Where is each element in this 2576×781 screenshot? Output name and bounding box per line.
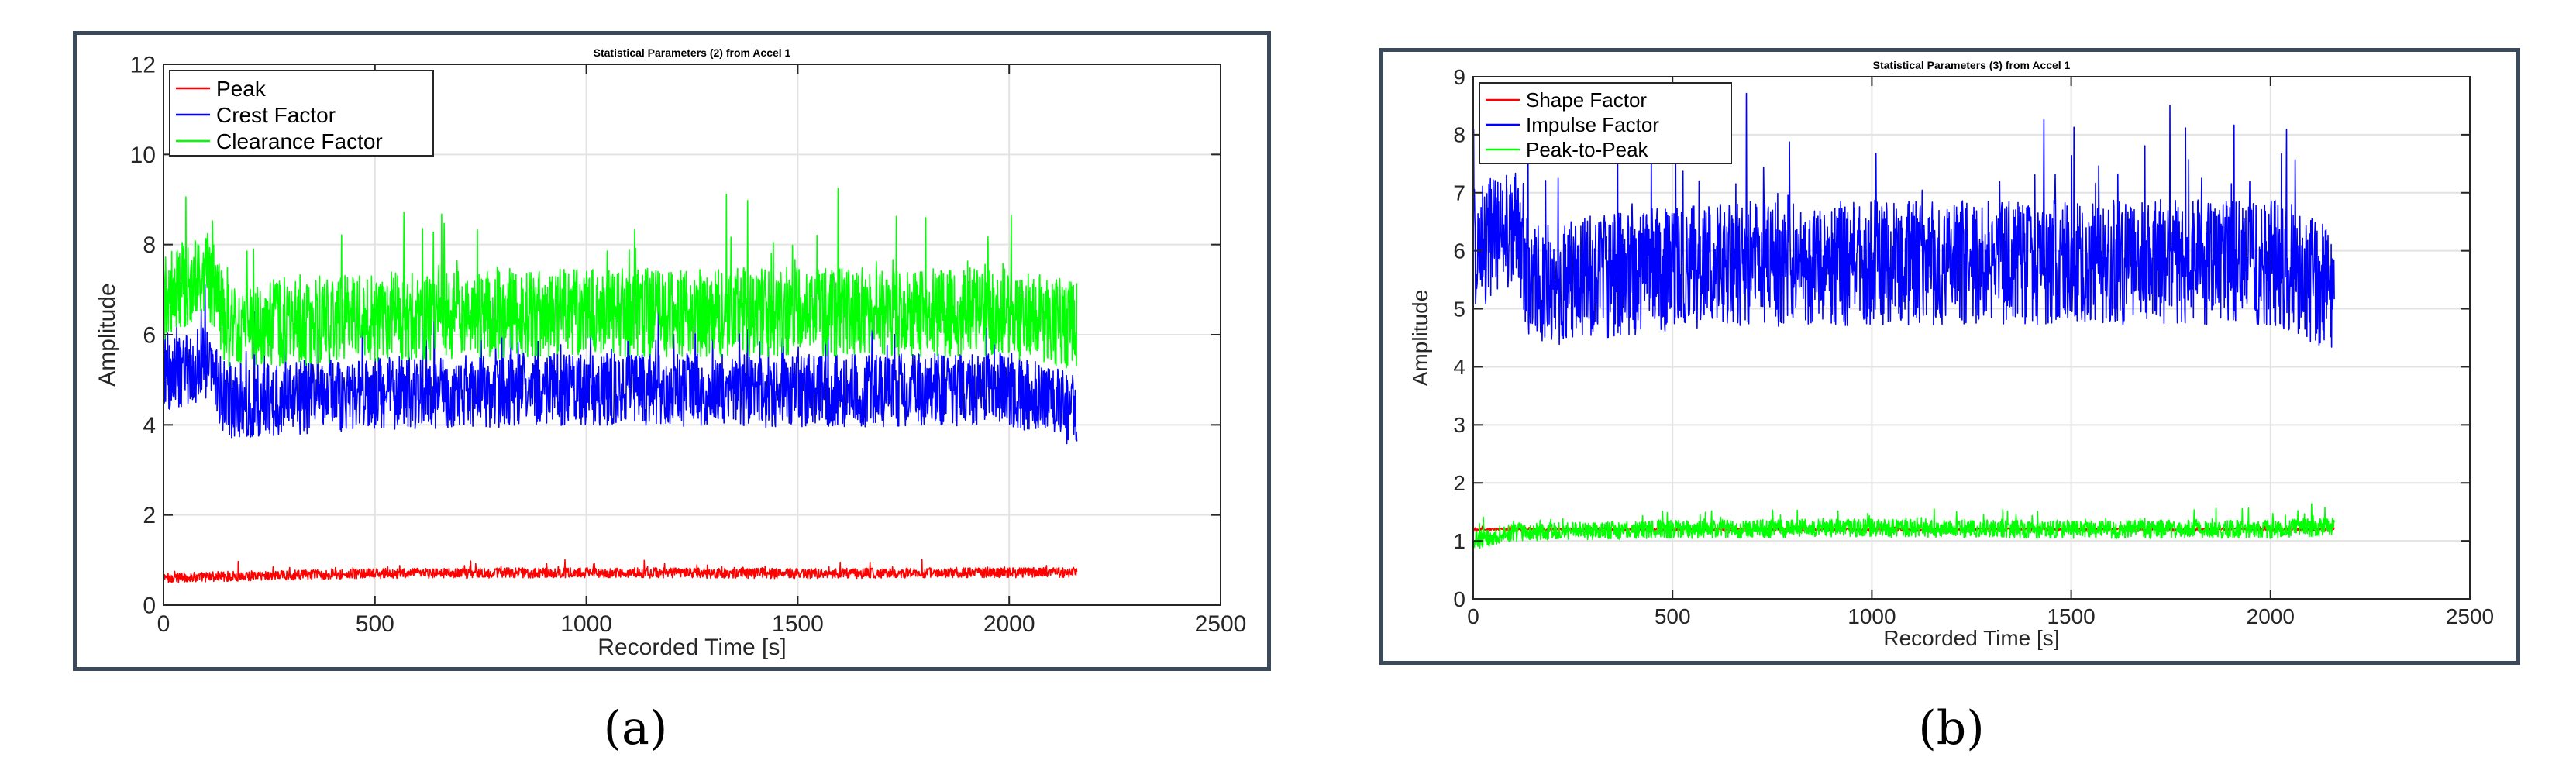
x-tick-label: 1500 [2047,604,2095,628]
y-axis-label: Amplitude [95,283,120,386]
x-tick-label: 2000 [983,611,1035,637]
legend-box [1479,82,1732,164]
caption-b: (b) [1918,701,1985,755]
x-axis-label: Recorded Time [s] [1883,626,2059,650]
legend-label: Clearance Factor [216,129,383,153]
y-tick-label: 12 [130,53,156,78]
x-tick-label: 0 [157,611,170,637]
x-tick-label: 2000 [2247,604,2295,628]
y-tick-label: 2 [143,503,156,528]
series-line-peak [163,559,1078,583]
chart-panel-a: 0 500 1000 1500 2000 2500 0 2 4 6 8 10 12 Statistical… [73,31,1271,671]
series-line-clearance-factor [163,188,1078,369]
chart-title: Statistical Parameters (2) from Accel 1 [594,46,791,59]
y-tick-label: 3 [1453,413,1465,437]
y-tick-label: 6 [143,323,156,349]
chart-a-svg: 0 500 1000 1500 2000 2500 0 2 4 6 8 10 12 Statistical… [95,46,1247,660]
series-line-crest-factor [163,284,1078,445]
x-tick-label: 500 [1655,604,1691,628]
legend-label: Crest Factor [216,103,336,127]
x-tick-label: 0 [1467,604,1479,628]
caption-a: (a) [603,701,668,755]
y-tick-label: 4 [143,413,156,439]
x-tick-label: 2500 [1195,611,1247,637]
x-tick-label: 1000 [560,611,612,637]
legend-label: Peak [216,77,267,101]
x-axis-label: Recorded Time [s] [598,635,786,660]
y-tick-label: 8 [143,232,156,258]
chart-b-svg: 0 500 1000 1500 2000 2500 0 1 2 3 4 5 6 7 8 9 Statistica… [1408,59,2494,650]
x-tick-label: 500 [356,611,394,637]
legend-label: Impulse Factor [1526,113,1659,136]
y-tick-label: 9 [1453,65,1465,89]
legend-box [169,70,434,157]
y-tick-label: 6 [1453,239,1465,263]
x-tick-label: 1000 [1848,604,1896,628]
y-tick-label: 2 [1453,471,1465,495]
chart-panel-b: 0 500 1000 1500 2000 2500 0 1 2 3 4 5 6 7 8 9 Statistica… [1379,48,2520,665]
y-axis-label: Amplitude [1408,290,1432,387]
y-tick-label: 7 [1453,181,1465,205]
y-tick-label: 0 [143,593,156,619]
y-tick-label: 0 [1453,587,1465,611]
legend-label: Peak-to-Peak [1526,138,1649,161]
y-tick-label: 10 [130,143,156,168]
axes-box [1472,76,2471,600]
series-line-peak-to-peak [1472,503,2335,549]
x-tick-label: 2500 [2446,604,2494,628]
y-tick-label: 8 [1453,123,1465,147]
y-tick-label: 1 [1453,529,1465,553]
series-line-impulse-factor [1472,92,2335,348]
y-tick-label: 4 [1453,355,1465,379]
legend-label: Shape Factor [1526,88,1647,112]
chart-title: Statistical Parameters (3) from Accel 1 [1873,59,2071,71]
x-tick-label: 1500 [772,611,824,637]
y-tick-label: 5 [1453,297,1465,321]
